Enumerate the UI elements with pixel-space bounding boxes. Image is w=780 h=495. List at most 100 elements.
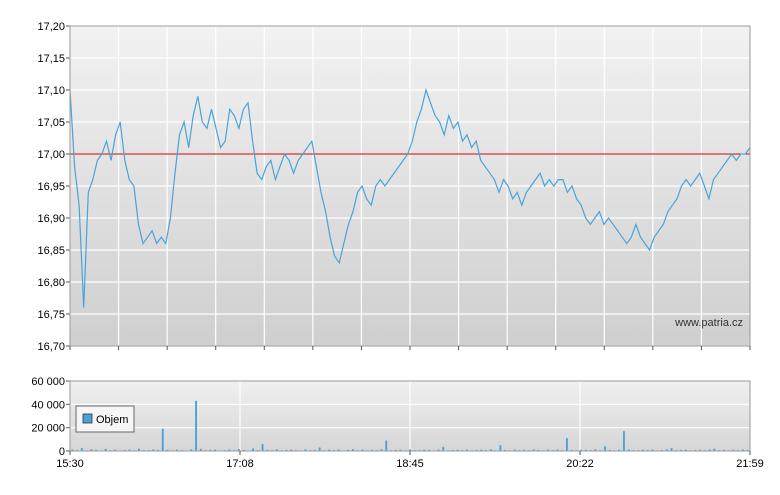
volume-bar: [670, 448, 673, 451]
volume-bar: [328, 449, 331, 451]
volume-bar: [466, 449, 468, 451]
volume-bar: [157, 449, 159, 451]
price-y-tick-label: 16,95: [37, 181, 65, 193]
volume-bar: [399, 449, 402, 451]
volume-x-tick-label: 20:22: [566, 458, 594, 470]
volume-bar: [580, 449, 583, 451]
volume-bar: [318, 447, 321, 451]
volume-bar: [261, 444, 264, 451]
volume-bar: [475, 449, 478, 451]
volume-bar: [665, 449, 668, 452]
volume-bar: [623, 431, 625, 451]
legend-swatch-objem: [82, 413, 93, 424]
price-y-tick-label: 17,15: [37, 53, 65, 65]
volume-bar: [123, 449, 126, 451]
price-y-tick-label: 16,80: [37, 277, 65, 289]
volume-bar: [347, 449, 350, 451]
volume-bar: [504, 449, 507, 451]
volume-bar: [128, 449, 131, 451]
volume-bar: [618, 449, 621, 451]
price-x-tick-marks: [69, 346, 751, 350]
volume-bar: [394, 449, 397, 451]
volume-bar: [423, 449, 426, 451]
volume-bar: [285, 449, 288, 451]
volume-bar: [71, 449, 74, 451]
volume-bar: [104, 448, 107, 451]
volume-bar: [195, 400, 197, 451]
volume-bar: [266, 449, 269, 451]
volume-bar: [547, 449, 549, 451]
volume-bar: [361, 449, 364, 451]
volume-bar: [242, 449, 245, 451]
volume-y-tick-label: 40 000: [31, 399, 65, 411]
volume-bar: [566, 438, 568, 451]
volume-bar: [680, 449, 682, 451]
volume-bar: [499, 445, 502, 451]
volume-bar: [166, 449, 169, 451]
volume-bar: [741, 449, 744, 451]
volume-bar: [699, 449, 701, 451]
price-y-tick-label: 16,70: [37, 341, 65, 353]
volume-bar: [152, 449, 155, 451]
price-panel: 17,20 17,15 17,10 17,05 17,00 16,95 16,90 16,85…: [37, 21, 751, 353]
volume-bar: [80, 448, 83, 451]
volume-bar: [176, 449, 178, 451]
volume-y-tick-label: 0: [59, 446, 65, 458]
legend: Objem: [75, 405, 135, 433]
volume-bar: [642, 449, 644, 451]
volume-bar: [114, 449, 117, 451]
legend-entry-objem: Objem: [96, 414, 128, 426]
volume-bar: [290, 449, 293, 451]
volume-bar: [409, 449, 411, 451]
volume-bar: [713, 448, 716, 451]
price-y-tick-label: 17,05: [37, 117, 65, 129]
volume-bar: [523, 449, 526, 451]
volume-y-tick-labels: 60 000 40 000 20 000 0: [31, 376, 70, 458]
volume-bar: [532, 449, 535, 451]
volume-bar: [489, 449, 492, 452]
volume-bar: [209, 449, 212, 451]
volume-bar: [537, 449, 540, 451]
volume-bar: [646, 449, 649, 451]
price-y-tick-label: 16,90: [37, 213, 65, 225]
volume-bar: [456, 449, 459, 451]
volume-bar: [722, 449, 725, 451]
volume-bar: [237, 449, 240, 451]
volume-bar: [684, 449, 687, 451]
volume-x-tick-labels: 15:30 17:08 18:45 20:22 21:59: [56, 451, 764, 470]
volume-bar: [385, 440, 388, 451]
volume-x-tick-label: 21:59: [736, 458, 764, 470]
volume-bar: [138, 448, 140, 451]
volume-bar: [608, 449, 611, 451]
volume-bar: [90, 449, 93, 452]
volume-bar: [708, 449, 711, 451]
volume-y-tick-label: 60 000: [31, 376, 65, 388]
volume-bar: [313, 449, 316, 451]
volume-bar: [161, 428, 164, 451]
price-y-tick-labels: 17,20 17,15 17,10 17,05 17,00 16,95 16,90 16,85…: [37, 21, 70, 353]
volume-bar: [371, 449, 373, 451]
volume-bar: [199, 448, 202, 451]
volume-bar: [228, 449, 231, 451]
volume-bar: [442, 446, 445, 451]
price-y-tick-label: 16,85: [37, 245, 65, 257]
volume-panel: 60 000 40 000 20 000 0 15:30 17:08 18:45 20:22…: [31, 376, 763, 470]
volume-bar: [95, 449, 98, 451]
volume-bar: [732, 449, 735, 451]
volume-bar: [594, 449, 597, 452]
volume-bar: [352, 449, 354, 451]
price-y-tick-label: 16,75: [37, 309, 65, 321]
volume-bar: [651, 449, 654, 451]
volume-bar: [337, 449, 340, 451]
price-y-tick-label: 17,10: [37, 85, 65, 97]
volume-bar: [252, 448, 254, 451]
volume-bar: [585, 449, 587, 451]
series-line-price: [69, 87, 751, 308]
volume-bar: [556, 449, 559, 451]
volume-bar: [437, 449, 440, 451]
volume-bar: [570, 449, 573, 451]
price-y-tick-label: 17,20: [37, 21, 65, 33]
volume-bar: [304, 449, 307, 451]
